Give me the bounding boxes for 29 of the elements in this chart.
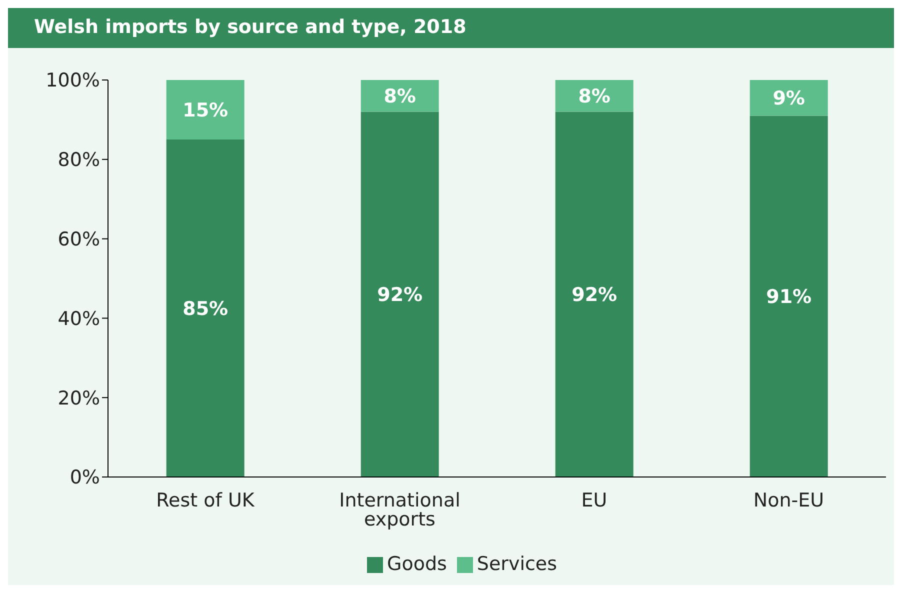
y-tick-label: 60% — [58, 228, 100, 251]
data-label: 15% — [182, 100, 228, 122]
bar — [360, 80, 439, 112]
bar — [555, 112, 634, 477]
data-label: 92% — [377, 284, 423, 306]
bar — [750, 80, 828, 116]
legend-label: Goods — [386, 553, 447, 575]
y-tick-label: 0% — [70, 466, 100, 489]
data-label: 92% — [572, 284, 618, 306]
bar — [166, 140, 244, 477]
legend-label: Services — [476, 553, 558, 575]
chart-title: Welsh imports by source and type, 2018 — [8, 8, 894, 48]
y-tick-label: 100% — [46, 70, 100, 92]
data-label: 91% — [766, 286, 812, 308]
y-tick-label: 80% — [58, 149, 100, 172]
y-tick-label: 20% — [58, 387, 100, 410]
bar — [360, 112, 439, 477]
x-tick-label: Non-EU — [753, 489, 824, 512]
x-tick-label: International exports — [339, 489, 460, 530]
data-label: 9% — [772, 88, 805, 110]
data-label: 8% — [578, 86, 610, 108]
data-label: 8% — [384, 86, 416, 108]
data-label: 85% — [182, 298, 228, 320]
x-tick-label: Rest of UK — [156, 489, 255, 512]
x-tick-label: EU — [581, 489, 608, 512]
bar — [166, 80, 244, 140]
bar — [750, 116, 828, 477]
y-tick-label: 40% — [58, 308, 100, 330]
bar — [555, 80, 634, 112]
